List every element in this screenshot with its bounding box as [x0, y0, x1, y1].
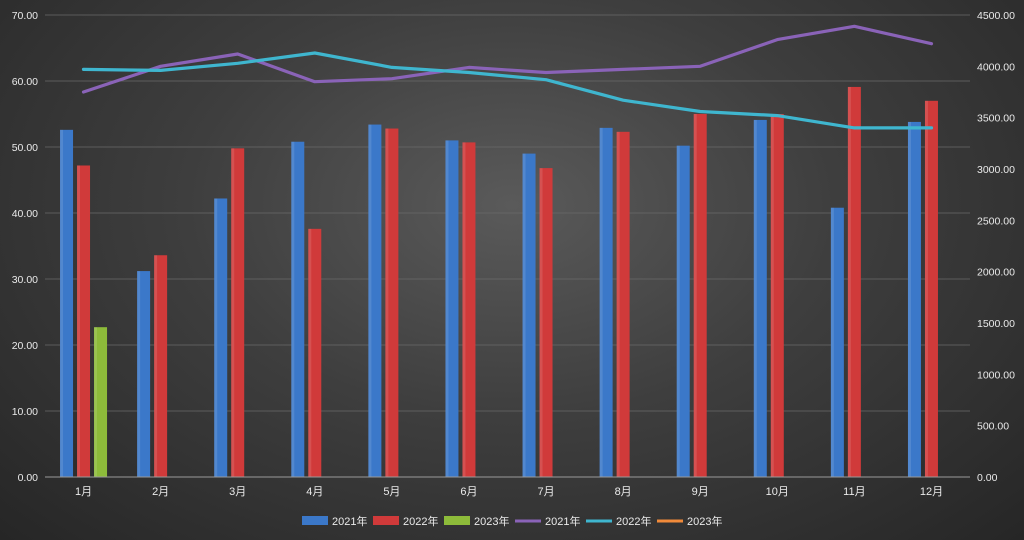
bar-2022年-5月 [385, 128, 399, 477]
bar-highlight [830, 207, 834, 477]
bar-highlight [693, 114, 697, 477]
gridlines [45, 14, 970, 412]
legend-label: 2021年 [332, 514, 367, 528]
y-left-tick-label: 0.00 [18, 472, 39, 484]
x-category-label: 4月 [306, 486, 323, 498]
y-left-tick-label: 50.00 [12, 142, 38, 154]
bar-highlight [539, 168, 543, 477]
bar-2022年-11月 [847, 86, 861, 477]
x-category-label: 3月 [229, 486, 246, 498]
legend-label: 2023年 [474, 514, 509, 528]
bar-highlight [154, 255, 158, 477]
bar-2021年-3月 [214, 198, 228, 478]
bar-2021年-6月 [445, 140, 459, 477]
bar-highlight [94, 327, 98, 477]
line-series-group [81, 24, 934, 130]
y-right-tick-label: 500.00 [977, 421, 1009, 433]
y-left-tick-label: 10.00 [12, 406, 38, 418]
y-left-tick-label: 60.00 [12, 76, 38, 88]
legend: 2021年 2022年 2023年 2021年 2022年 2023年 [302, 514, 722, 528]
bar-2022年-1月 [77, 165, 91, 478]
y-left-tick-label: 70.00 [12, 10, 38, 22]
legend-label: 2023年 [687, 514, 722, 528]
y-left-tick-label: 40.00 [12, 208, 38, 220]
x-category-label: 10月 [766, 486, 789, 498]
bar-2022年-12月 [924, 100, 938, 478]
y-right-tick-label: 2000.00 [977, 267, 1015, 279]
y-axis-left: 0.00 10.00 20.00 30.00 40.00 50.00 60.00 70.00 [12, 10, 38, 484]
legend-label: 2021年 [545, 514, 580, 528]
bar-highlight [907, 121, 911, 478]
bar-highlight [385, 128, 389, 477]
bar-highlight [60, 129, 64, 477]
bar-highlight [676, 145, 680, 477]
bar-2021年-8月 [599, 127, 613, 478]
bar-2022年-4月 [308, 228, 322, 477]
x-category-label: 7月 [537, 486, 554, 498]
x-category-label: 8月 [615, 486, 632, 498]
bar-highlight [847, 86, 851, 477]
y-right-tick-label: 2500.00 [977, 215, 1015, 227]
bar-2021年-12月 [907, 121, 921, 478]
x-category-label: 2月 [152, 486, 169, 498]
x-category-label: 1月 [75, 486, 92, 498]
bar-2021年-7月 [522, 153, 536, 477]
bar-2021年-1月 [60, 129, 74, 477]
x-category-label: 6月 [460, 486, 477, 498]
bar-2022年-2月 [154, 255, 168, 477]
bar-highlight [231, 148, 235, 477]
x-category-label: 12月 [920, 486, 943, 498]
x-category-label: 9月 [692, 486, 709, 498]
legend-label: 2022年 [616, 514, 651, 528]
y-left-tick-label: 30.00 [12, 274, 38, 286]
x-axis-categories: 1月 2月 3月 4月 5月 6月 7月 8月 9月 10月 11月 12月 [75, 486, 943, 498]
y-right-tick-label: 3500.00 [977, 113, 1015, 125]
x-category-label: 11月 [843, 486, 865, 498]
legend-swatch-bar [302, 516, 328, 525]
bar-highlight [137, 271, 141, 477]
y-right-tick-label: 1500.00 [977, 318, 1015, 330]
bar-highlight [462, 142, 466, 477]
y-right-tick-label: 3000.00 [977, 164, 1015, 176]
y-right-tick-label: 4000.00 [977, 61, 1015, 73]
bar-highlight [291, 141, 295, 477]
y-right-tick-label: 4500.00 [977, 10, 1015, 22]
line-series-2021年 [81, 24, 934, 94]
y-right-tick-label: 0.00 [977, 472, 998, 484]
y-left-tick-label: 20.00 [12, 340, 38, 352]
bar-2022年-8月 [616, 131, 630, 477]
bar-2021年-4月 [291, 141, 305, 477]
legend-swatch-bar [373, 516, 399, 525]
y-axis-right: 0.00 500.00 1000.00 1500.00 2000.00 2500.00 30… [977, 10, 1015, 484]
bar-highlight [753, 119, 757, 477]
bar-2022年-7月 [539, 168, 553, 477]
bar-2022年-3月 [231, 148, 245, 477]
legend-label: 2022年 [403, 514, 438, 528]
bar-2021年-11月 [830, 207, 844, 477]
bar-highlight [77, 165, 81, 478]
bar-2021年-10月 [753, 119, 767, 477]
bar-2022年-10月 [770, 114, 784, 477]
bar-2022年-9月 [693, 114, 707, 477]
y-right-tick-label: 1000.00 [977, 369, 1015, 381]
bar-highlight [214, 198, 218, 478]
legend-swatch-bar [444, 516, 470, 525]
bar-2023年-1月 [94, 327, 108, 477]
line-series-2022年 [81, 51, 934, 130]
bar-highlight [522, 153, 526, 477]
bar-2021年-2月 [137, 271, 151, 477]
bar-2021年-9月 [676, 145, 690, 477]
x-category-label: 5月 [383, 486, 400, 498]
bar-2022年-6月 [462, 142, 476, 477]
bar-highlight [308, 228, 312, 477]
bar-2021年-5月 [368, 124, 382, 477]
bar-series-group [60, 86, 938, 478]
bar-highlight [924, 100, 928, 478]
bar-highlight [445, 140, 449, 477]
bar-highlight [770, 114, 774, 477]
bar-highlight [616, 131, 620, 477]
bar-highlight [599, 127, 603, 478]
bar-highlight [368, 124, 372, 477]
